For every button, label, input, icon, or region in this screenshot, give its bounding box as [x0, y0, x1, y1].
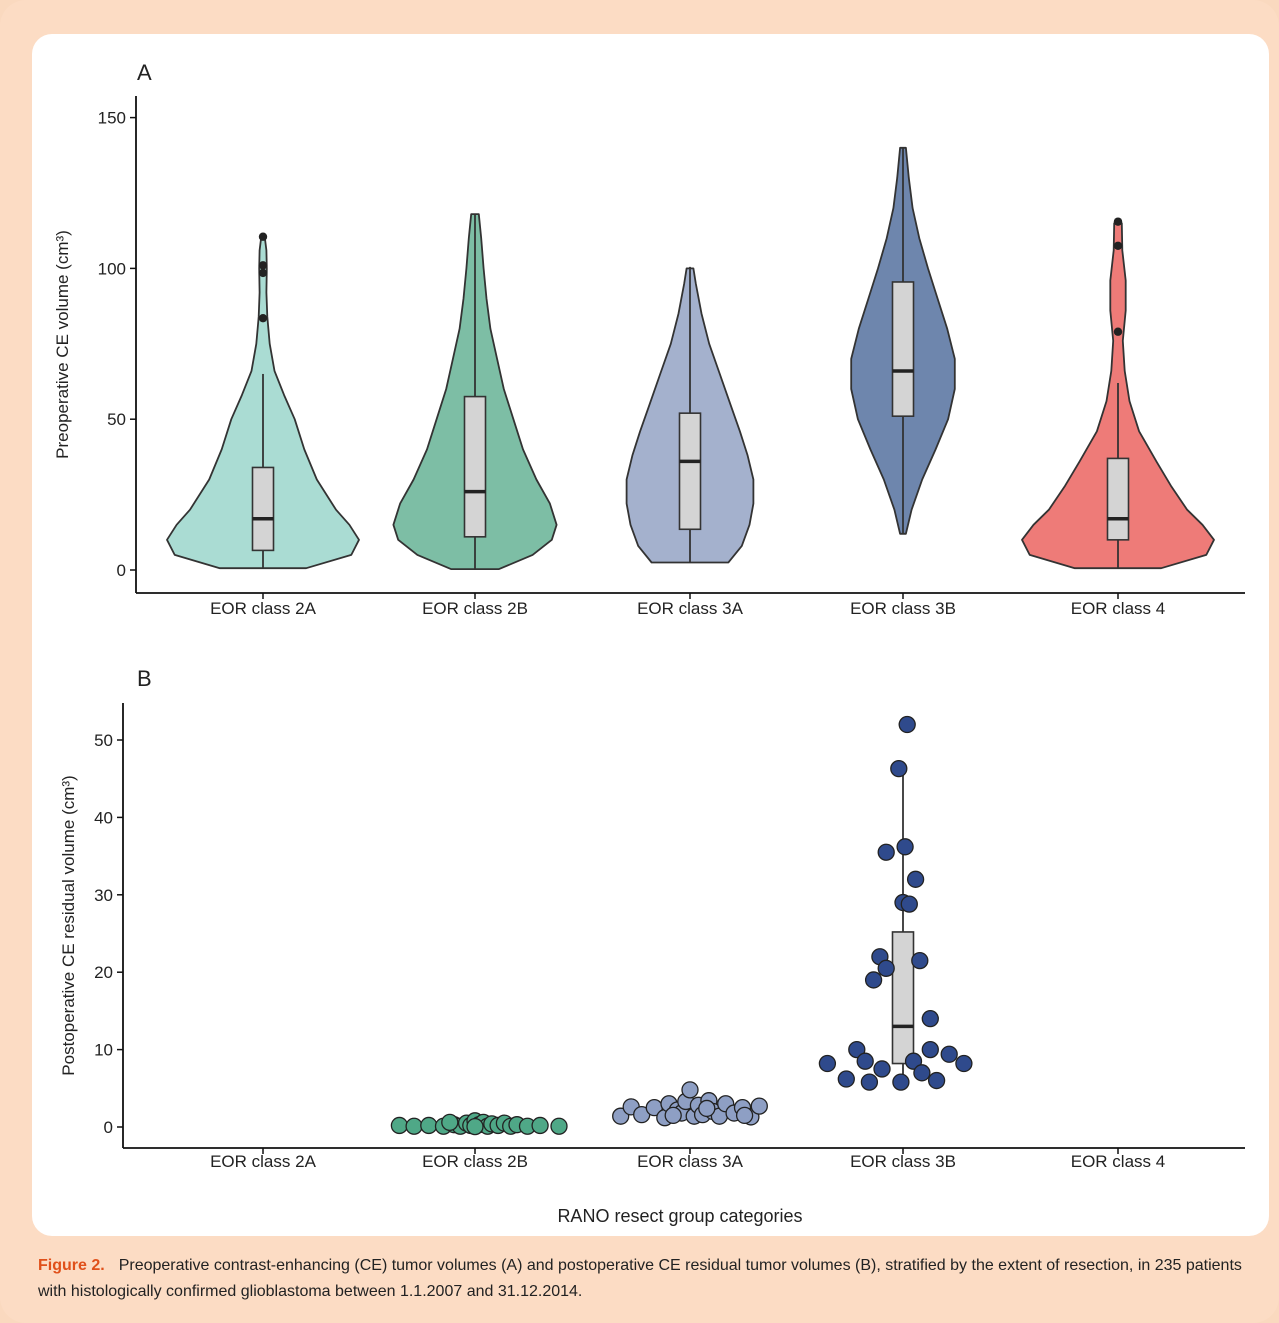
box-iqr — [463, 395, 487, 538]
data-point — [735, 1106, 754, 1125]
y-tick-label: 20 — [94, 963, 113, 982]
y-tick-label: 150 — [98, 109, 126, 128]
data-point — [955, 1054, 973, 1073]
y-tick-label: 50 — [94, 731, 113, 750]
x-tick-label: EOR class 2A — [210, 1152, 316, 1171]
x-tick-label: EOR class 4 — [1071, 1152, 1165, 1171]
data-point — [837, 1070, 855, 1088]
data-point — [890, 759, 908, 778]
data-point — [940, 1045, 958, 1063]
data-point — [892, 1073, 910, 1091]
y-tick-label: 10 — [94, 1041, 113, 1060]
data-point — [818, 1054, 837, 1073]
data-point — [898, 715, 916, 734]
outlier-point — [258, 268, 268, 278]
box-iqr — [678, 412, 702, 531]
panel-label-B: B — [137, 666, 152, 691]
y-axis-title: Preoperative CE volume (cm³) — [53, 230, 72, 459]
data-point — [906, 870, 925, 888]
data-point — [873, 1060, 891, 1078]
data-point — [860, 1073, 879, 1091]
caption-label: Figure 2. — [38, 1257, 105, 1274]
y-axis-title: Postoperative CE residual volume (cm³) — [59, 775, 78, 1075]
data-point — [698, 1099, 716, 1118]
data-point — [856, 1052, 874, 1070]
data-point — [927, 1071, 946, 1090]
x-tick-label: EOR class 3A — [637, 1152, 743, 1171]
data-point — [664, 1106, 682, 1125]
data-point — [466, 1117, 484, 1136]
caption-text: Preoperative contrast-enhancing (CE) tum… — [38, 1257, 1242, 1300]
data-point — [877, 959, 895, 977]
y-tick-label: 40 — [94, 808, 113, 827]
data-point — [911, 951, 929, 970]
data-point — [681, 1081, 699, 1099]
data-point — [900, 895, 918, 913]
data-point — [921, 1040, 939, 1059]
data-point — [420, 1116, 438, 1135]
data-point — [390, 1116, 409, 1135]
x-tick-label: EOR class 3A — [637, 599, 743, 618]
panel-label-A: A — [137, 60, 152, 85]
x-tick-label: EOR class 3B — [850, 599, 956, 618]
x-tick-label: EOR class 4 — [1071, 599, 1165, 618]
data-point — [864, 971, 883, 989]
x-tick-label: EOR class 2A — [210, 599, 316, 618]
data-point — [913, 1064, 931, 1082]
outlier-point — [1113, 327, 1123, 336]
box-iqr — [891, 281, 915, 417]
data-point — [441, 1113, 459, 1132]
data-point — [531, 1116, 549, 1135]
outlier-point — [258, 261, 268, 270]
data-point — [921, 1009, 939, 1028]
box-iqr — [251, 466, 275, 552]
y-tick-label: 0 — [104, 1118, 113, 1137]
x-axis-title: RANO resect group categories — [557, 1206, 802, 1226]
data-point — [904, 1052, 923, 1070]
outlier-point — [1113, 217, 1123, 226]
y-tick-label: 100 — [98, 259, 126, 278]
data-point — [896, 838, 914, 856]
x-tick-label: EOR class 2B — [422, 1152, 528, 1171]
x-tick-label: EOR class 3B — [850, 1152, 956, 1171]
outlier-point — [1113, 241, 1123, 250]
data-point — [550, 1117, 568, 1135]
outlier-point — [258, 232, 268, 241]
data-point — [750, 1097, 768, 1115]
box-iqr — [1106, 457, 1130, 541]
y-tick-label: 0 — [117, 561, 126, 580]
y-tick-label: 30 — [94, 886, 113, 905]
x-tick-label: EOR class 2B — [422, 599, 528, 618]
box-iqr — [891, 931, 915, 1065]
data-point — [877, 843, 895, 861]
figure-panel — [32, 34, 1269, 1236]
y-tick-label: 50 — [107, 410, 126, 429]
data-point — [405, 1117, 423, 1135]
figure-caption: Figure 2. Preoperative contrast-enhancing… — [38, 1253, 1253, 1305]
outlier-point — [258, 313, 268, 323]
data-point — [848, 1040, 866, 1059]
